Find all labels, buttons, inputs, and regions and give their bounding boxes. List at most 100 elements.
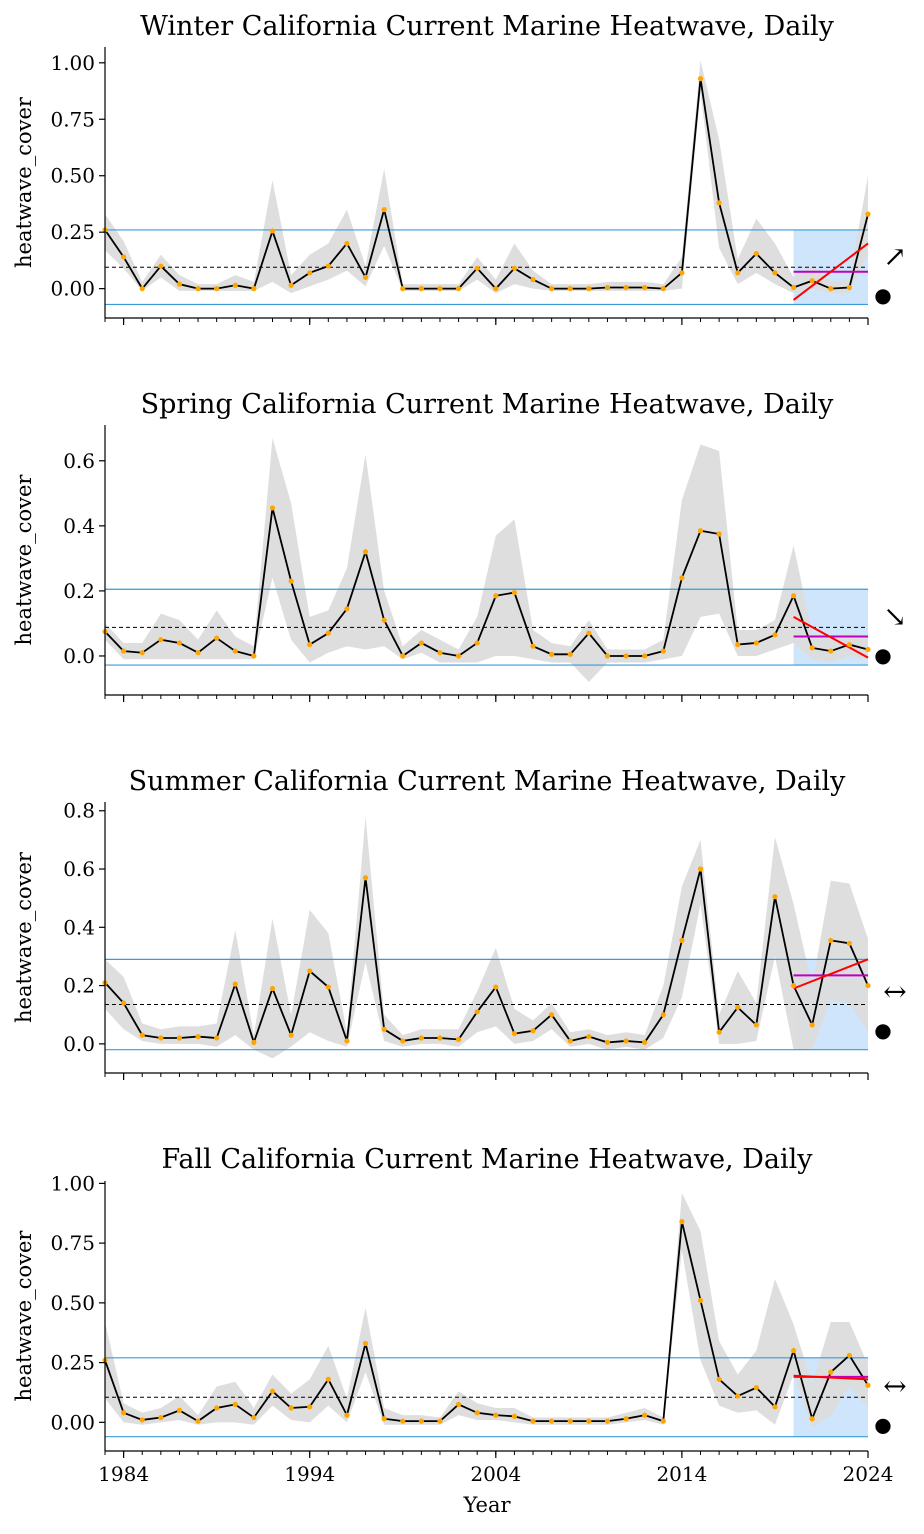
data-point — [567, 1418, 573, 1424]
trend-line — [793, 616, 869, 659]
data-point — [530, 1028, 536, 1034]
data-point — [642, 1039, 648, 1046]
data-point — [530, 643, 536, 649]
data-point — [865, 646, 871, 653]
panel-title: Spring California Current Marine Heatwav… — [141, 389, 834, 420]
series-line — [104, 868, 869, 1046]
trend-line — [793, 1374, 869, 1381]
data-point — [772, 632, 778, 638]
data-point — [772, 1404, 778, 1410]
data-point — [418, 286, 424, 292]
data-point — [735, 1393, 741, 1399]
data-point — [493, 593, 499, 599]
data-point — [474, 1009, 480, 1015]
panel-spring: 0.0 0.2 0.4 0.6 Spring California Current Ma… — [12, 389, 907, 702]
data-point — [437, 1418, 443, 1424]
data-point — [418, 640, 424, 646]
panel-title: Fall California Current Marine Heatwave,… — [162, 1144, 814, 1175]
data-point — [790, 982, 797, 989]
data-point — [139, 286, 145, 292]
y-tick-label: 0.75 — [50, 107, 95, 131]
data-point — [474, 265, 480, 271]
mean-symbol: ● — [874, 1018, 891, 1042]
data-point — [623, 284, 629, 291]
data-point — [865, 982, 871, 989]
data-point — [437, 1035, 443, 1041]
data-point — [232, 282, 238, 288]
y-tick-label: 0.4 — [63, 514, 95, 538]
data-point — [269, 228, 276, 234]
series-line — [104, 78, 869, 291]
data-point — [697, 76, 704, 82]
data-point — [232, 1401, 238, 1408]
data-point — [269, 505, 276, 511]
data-point — [381, 617, 387, 623]
trend-line — [793, 958, 869, 990]
data-point — [530, 277, 536, 283]
data-point — [865, 1382, 871, 1388]
data-point — [846, 940, 852, 946]
data-point — [455, 286, 462, 292]
y-tick-label: 0.00 — [50, 277, 95, 301]
data-point — [214, 1035, 220, 1041]
data-point — [604, 1418, 611, 1424]
data-point — [697, 528, 704, 534]
data-point — [753, 1022, 759, 1028]
y-tick-label: 0.4 — [63, 915, 95, 939]
data-point — [623, 1038, 629, 1044]
data-point — [735, 270, 741, 276]
data-point — [418, 1035, 424, 1041]
y-tick-label: 0.0 — [63, 644, 95, 668]
data-point — [716, 1376, 722, 1382]
panel-winter: 0.00 0.25 0.50 0.75 1.00 Winter California Cu… — [12, 11, 907, 325]
y-tick-label: 0.6 — [63, 857, 95, 881]
data-point — [586, 630, 592, 636]
data-point — [549, 651, 555, 657]
data-point — [753, 1385, 759, 1391]
data-point — [828, 1369, 834, 1375]
data-point — [269, 985, 276, 992]
uncertainty-band — [105, 1192, 868, 1428]
data-point — [437, 286, 443, 292]
data-point — [679, 937, 685, 944]
panel-fall: 0.00 0.25 0.50 0.75 1.00 1984 1994 2004 2014 2024… — [12, 1144, 907, 1486]
data-point — [455, 1401, 462, 1408]
data-point — [325, 263, 331, 269]
data-point — [251, 1414, 257, 1421]
data-point — [697, 866, 704, 872]
data-point — [325, 984, 331, 990]
y-tick-label: 0.8 — [63, 799, 95, 823]
panel-title: Summer California Current Marine Heatwav… — [129, 766, 846, 797]
data-point — [121, 254, 127, 260]
data-point — [251, 1039, 257, 1046]
data-point — [679, 575, 685, 581]
mean-symbol: ● — [874, 643, 891, 667]
data-point — [251, 653, 257, 659]
data-point — [288, 282, 294, 288]
data-point — [158, 263, 164, 269]
data-point — [418, 1418, 424, 1424]
data-point — [511, 1413, 518, 1419]
y-axis-label: heatwave_cover — [12, 96, 36, 268]
uncertainty-band — [105, 60, 868, 294]
data-point — [493, 286, 499, 292]
y-axis-label: heatwave_cover — [12, 851, 36, 1023]
data-point — [586, 1033, 592, 1040]
data-point — [474, 640, 480, 646]
data-point — [251, 286, 257, 292]
data-point — [604, 1039, 611, 1046]
data-point — [325, 1376, 331, 1382]
data-point — [158, 1414, 164, 1421]
data-point — [790, 1348, 797, 1354]
data-point — [735, 1004, 741, 1011]
data-point — [474, 1410, 480, 1416]
data-point — [214, 286, 220, 292]
data-point — [158, 1035, 164, 1041]
data-point — [400, 1038, 406, 1044]
trend-line — [792, 242, 869, 301]
data-point — [493, 1412, 499, 1418]
y-axis-label: heatwave_cover — [12, 1230, 36, 1402]
data-point — [362, 549, 369, 555]
data-point — [753, 640, 759, 646]
